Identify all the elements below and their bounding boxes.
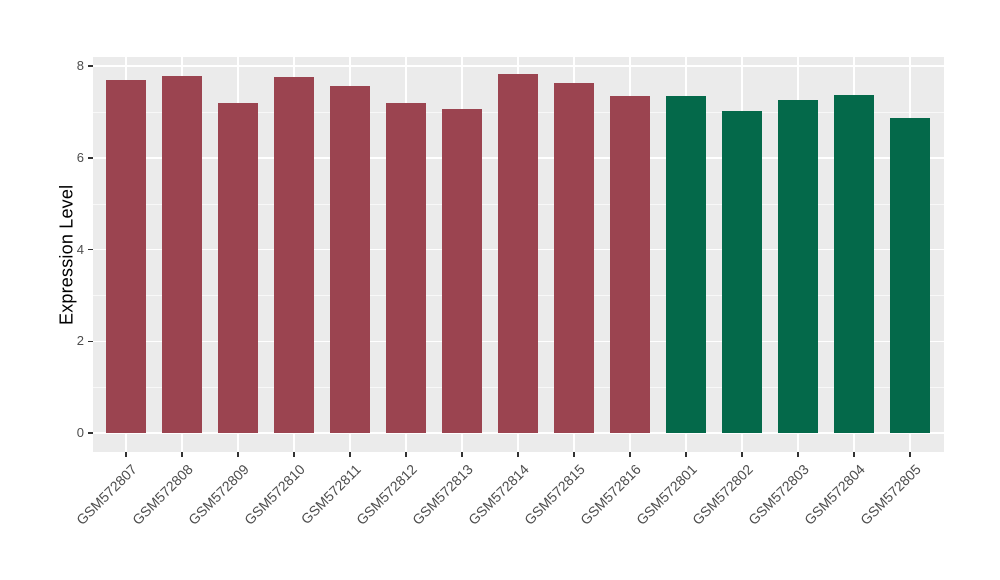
x-axis-tick bbox=[405, 452, 407, 457]
bar bbox=[722, 110, 762, 433]
y-axis-tick-label: 4 bbox=[76, 241, 84, 257]
y-axis-tick-label: 2 bbox=[76, 333, 84, 349]
horizontal-major-gridline bbox=[93, 432, 944, 434]
y-axis-tick bbox=[88, 65, 93, 67]
bar bbox=[834, 95, 874, 433]
bar bbox=[778, 99, 818, 433]
x-axis-tick bbox=[685, 452, 687, 457]
x-axis-tick bbox=[349, 452, 351, 457]
bar bbox=[666, 95, 706, 433]
bar bbox=[218, 103, 258, 433]
y-axis-tick-label: 6 bbox=[76, 149, 84, 165]
x-axis-tick bbox=[517, 452, 519, 457]
y-axis-tick-label: 8 bbox=[76, 58, 84, 73]
x-axis-tick bbox=[909, 452, 911, 457]
bar bbox=[162, 76, 202, 433]
x-axis-tick bbox=[181, 452, 183, 457]
bar bbox=[610, 95, 650, 433]
x-axis-tick bbox=[125, 452, 127, 457]
bar bbox=[386, 103, 426, 433]
y-axis-tick bbox=[88, 432, 93, 434]
bar bbox=[498, 74, 538, 433]
bar bbox=[554, 82, 594, 433]
bar bbox=[890, 117, 930, 433]
y-axis-tick bbox=[88, 248, 93, 251]
x-axis-tick bbox=[629, 452, 631, 457]
plot-panel bbox=[93, 57, 944, 452]
bar bbox=[274, 77, 314, 433]
x-axis-tick bbox=[461, 452, 463, 457]
y-axis-tick bbox=[88, 340, 93, 342]
horizontal-major-gridline bbox=[93, 65, 944, 67]
bar bbox=[106, 79, 146, 433]
x-axis-tick bbox=[853, 452, 855, 457]
x-axis-tick bbox=[741, 452, 743, 457]
bar bbox=[442, 109, 482, 433]
y-axis-tick-label: 0 bbox=[76, 425, 84, 440]
x-axis-tick bbox=[797, 452, 799, 457]
x-axis-tick bbox=[293, 452, 295, 457]
bar bbox=[330, 86, 370, 433]
y-axis-tick bbox=[88, 157, 93, 159]
x-axis-tick bbox=[237, 452, 239, 457]
x-axis-tick bbox=[573, 452, 575, 457]
